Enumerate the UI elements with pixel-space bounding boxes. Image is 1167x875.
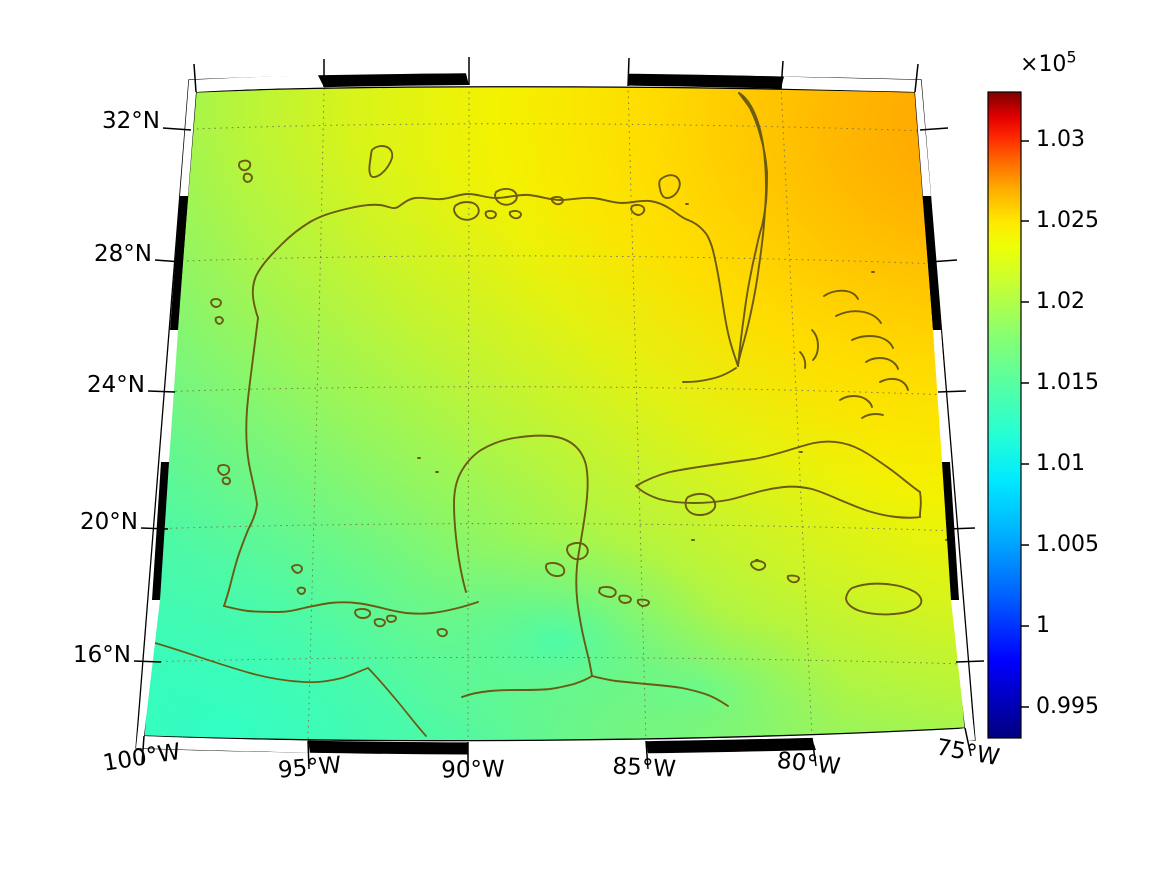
colorbar: [987, 91, 1022, 739]
colorbar-tick-marks: [1021, 140, 1029, 708]
map-gridlines: [144, 86, 965, 741]
colorbar-tick-label-1-025: 1.025: [1036, 208, 1099, 233]
frame-band-bottom: [136, 728, 975, 755]
x-tick-label-85W: 85°W: [611, 753, 677, 783]
colorbar-tick-label-1-01: 1.01: [1036, 451, 1085, 476]
frame-band-right: [915, 80, 975, 740]
x-tick-marks: [141, 727, 972, 770]
x-tick-label-90W: 90°W: [440, 756, 505, 784]
y-tick-marks: [133, 127, 192, 663]
colorbar-tick-label-1-015: 1.015: [1036, 370, 1099, 395]
y-tick-label-24N: 24°N: [87, 372, 145, 398]
x-tick-label-95W: 95°W: [276, 752, 343, 784]
colorbar-tick-label-0-995: 0.995: [1036, 694, 1099, 719]
x-tick-marks-top: [193, 57, 919, 93]
colorbar-tick-label-1-03: 1.03: [1036, 127, 1085, 152]
colorbar-exponent-prefix: ×: [1020, 52, 1039, 77]
frame-band-top: [189, 73, 921, 92]
colorbar-tick-label-1-02: 1.02: [1036, 289, 1085, 314]
frame-band-left: [136, 80, 196, 748]
colorbar-exponent-base: 10: [1038, 52, 1067, 77]
colorbar-tick-label-1-005: 1.005: [1036, 532, 1099, 557]
y-tick-marks-right: [919, 127, 985, 663]
y-tick-label-32N: 32°N: [102, 108, 160, 134]
coastlines: [144, 92, 965, 737]
colorbar-exponent-power: 5: [1066, 47, 1077, 67]
colorbar-tick-label-1: 1: [1036, 613, 1050, 638]
y-tick-label-20N: 20°N: [80, 509, 138, 535]
y-tick-label-16N: 16°N: [73, 642, 131, 668]
y-tick-label-28N: 28°N: [94, 241, 152, 267]
colorbar-exponent-label: ×105: [1020, 49, 1077, 77]
